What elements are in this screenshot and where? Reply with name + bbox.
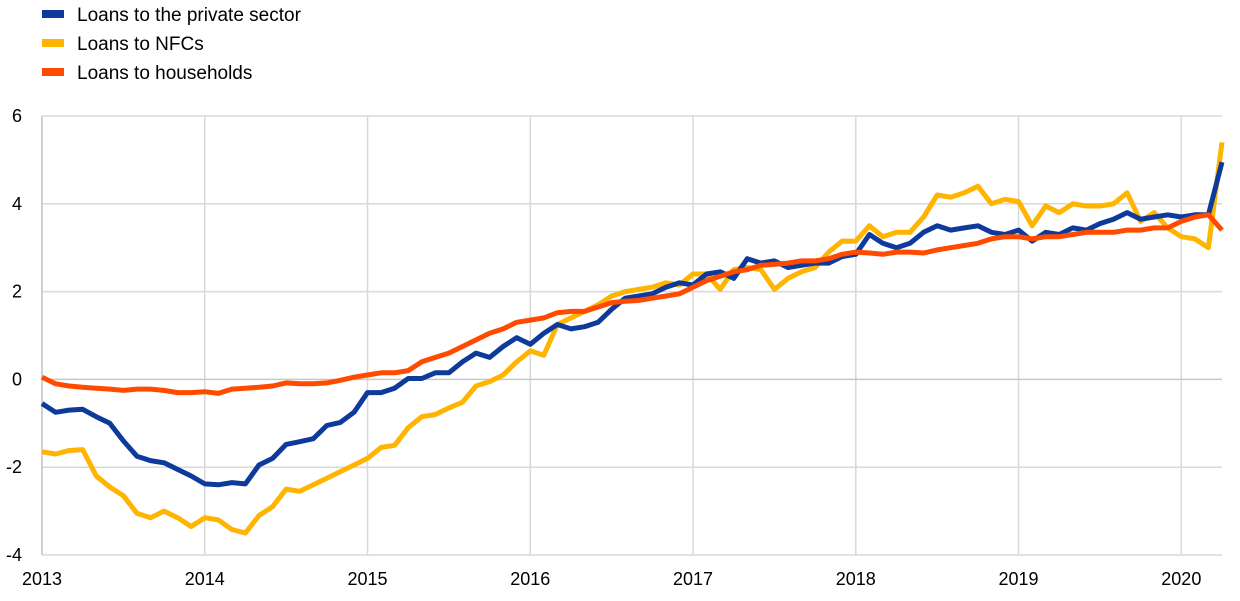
y-tick-labels: -4 -2 0 2 4 6 [6,106,22,565]
legend-label-loans-to-households: Loans to households [77,63,252,84]
x-tick-label: 2015 [347,569,387,589]
x-tick-labels: 2013 2014 2015 2016 2017 2018 2019 2020 [22,569,1201,589]
x-tick-label: 2020 [1161,569,1201,589]
x-tick-label: 2018 [836,569,876,589]
x-tick-label: 2014 [185,569,225,589]
legend-label-loans-to-nfcs: Loans to NFCs [77,34,204,55]
y-tick-label: 0 [12,369,22,389]
series-lines [40,141,1225,536]
legend-swatch-loans-to-nfcs [42,39,64,47]
x-tick-label: 2013 [22,569,62,589]
y-tick-label: 6 [12,106,22,126]
y-tick-label: -4 [6,545,22,565]
y-tick-label: -2 [6,457,22,477]
series-line-loans-to-households [40,212,1224,396]
x-tick-label: 2017 [673,569,713,589]
y-tick-label: 4 [12,194,22,214]
legend-swatch-loans-to-the-private-sector [42,10,64,18]
legend-swatch-loans-to-households [42,68,64,76]
series-line-loans-to-nfcs [41,141,1225,536]
legend: Loans to the private sector Loans to NFCs… [42,5,302,84]
legend-label-loans-to-the-private-sector: Loans to the private sector [77,5,302,26]
x-tick-label: 2016 [510,569,550,589]
axes [41,116,1222,555]
gridlines [41,115,1222,556]
y-tick-label: 2 [12,282,22,302]
x-tick-label: 2019 [999,569,1039,589]
